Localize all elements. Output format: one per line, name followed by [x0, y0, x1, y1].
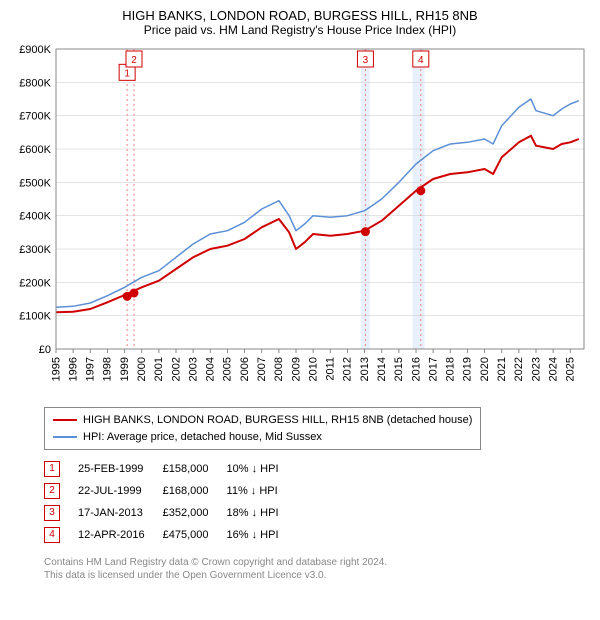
sale-marker: 3: [44, 505, 60, 521]
sale-delta: 11% ↓ HPI: [227, 480, 297, 502]
sale-date: 25-FEB-1999: [78, 458, 163, 480]
svg-text:2016: 2016: [410, 357, 422, 381]
sale-price: £352,000: [163, 502, 227, 524]
svg-text:2013: 2013: [359, 357, 371, 381]
svg-text:£0: £0: [39, 344, 51, 356]
svg-text:2002: 2002: [170, 357, 182, 381]
table-row: 2 22-JUL-1999£168,00011% ↓ HPI: [44, 480, 297, 502]
svg-text:1998: 1998: [102, 357, 114, 381]
chart-svg: £0 £100K £200K £300K £400K £500K £600K £700K £80…: [8, 41, 592, 401]
sale-price: £168,000: [163, 480, 227, 502]
svg-text:1996: 1996: [67, 357, 79, 381]
footer-line: This data is licensed under the Open Gov…: [44, 569, 592, 582]
svg-text:2024: 2024: [547, 357, 559, 381]
svg-text:2019: 2019: [462, 357, 474, 381]
table-row: 3 17-JAN-2013£352,00018% ↓ HPI: [44, 502, 297, 524]
legend-label: HPI: Average price, detached house, Mid …: [83, 429, 322, 446]
svg-text:2009: 2009: [290, 357, 302, 381]
svg-text:2022: 2022: [513, 357, 525, 381]
svg-text:£700K: £700K: [19, 111, 51, 123]
svg-text:£100K: £100K: [19, 311, 51, 323]
svg-text:2020: 2020: [479, 357, 491, 381]
svg-text:£600K: £600K: [19, 144, 51, 156]
legend-item: HPI: Average price, detached house, Mid …: [53, 429, 472, 446]
sale-delta: 18% ↓ HPI: [227, 502, 297, 524]
legend-swatch: [53, 436, 77, 438]
svg-text:1997: 1997: [85, 357, 97, 381]
sale-date: 12-APR-2016: [78, 524, 163, 546]
sale-marker: 2: [44, 483, 60, 499]
svg-text:2000: 2000: [136, 357, 148, 381]
svg-text:2025: 2025: [565, 357, 577, 381]
svg-text:£300K: £300K: [19, 244, 51, 256]
sale-delta: 16% ↓ HPI: [227, 524, 297, 546]
legend: HIGH BANKS, LONDON ROAD, BURGESS HILL, R…: [44, 407, 481, 450]
footer-line: Contains HM Land Registry data © Crown c…: [44, 556, 592, 569]
svg-text:1999: 1999: [119, 357, 131, 381]
svg-text:2015: 2015: [393, 357, 405, 381]
svg-text:2006: 2006: [239, 357, 251, 381]
svg-text:2012: 2012: [342, 357, 354, 381]
svg-text:2004: 2004: [205, 357, 217, 381]
svg-text:2005: 2005: [222, 357, 234, 381]
sale-date: 22-JUL-1999: [78, 480, 163, 502]
svg-text:2017: 2017: [427, 357, 439, 381]
svg-text:1995: 1995: [50, 357, 62, 381]
svg-text:2011: 2011: [325, 357, 337, 381]
table-row: 1 25-FEB-1999£158,00010% ↓ HPI: [44, 458, 297, 480]
svg-text:2003: 2003: [187, 357, 199, 381]
svg-text:2001: 2001: [153, 357, 165, 381]
svg-text:2008: 2008: [273, 357, 285, 381]
svg-text:2018: 2018: [445, 357, 457, 381]
svg-text:£400K: £400K: [19, 211, 51, 223]
svg-text:£500K: £500K: [19, 177, 51, 189]
svg-text:2010: 2010: [307, 357, 319, 381]
legend-swatch: [53, 419, 77, 421]
svg-text:2021: 2021: [496, 357, 508, 381]
svg-text:1: 1: [124, 68, 130, 79]
attribution-footer: Contains HM Land Registry data © Crown c…: [44, 556, 592, 582]
svg-text:2007: 2007: [256, 357, 268, 381]
svg-text:2023: 2023: [530, 357, 542, 381]
sale-date: 17-JAN-2013: [78, 502, 163, 524]
chart-subtitle: Price paid vs. HM Land Registry's House …: [8, 23, 592, 37]
price-chart: £0 £100K £200K £300K £400K £500K £600K £700K £80…: [8, 41, 592, 401]
svg-text:£900K: £900K: [19, 44, 51, 56]
svg-text:2014: 2014: [376, 357, 388, 381]
sale-price: £475,000: [163, 524, 227, 546]
svg-text:£200K: £200K: [19, 277, 51, 289]
legend-label: HIGH BANKS, LONDON ROAD, BURGESS HILL, R…: [83, 412, 472, 429]
svg-text:4: 4: [418, 55, 424, 66]
sale-delta: 10% ↓ HPI: [227, 458, 297, 480]
svg-text:2: 2: [131, 55, 137, 66]
legend-item: HIGH BANKS, LONDON ROAD, BURGESS HILL, R…: [53, 412, 472, 429]
sales-table: 1 25-FEB-1999£158,00010% ↓ HPI 2 22-JUL-199…: [44, 458, 297, 546]
svg-text:3: 3: [363, 55, 369, 66]
svg-text:£800K: £800K: [19, 77, 51, 89]
sale-price: £158,000: [163, 458, 227, 480]
sale-marker: 4: [44, 527, 60, 543]
sale-marker: 1: [44, 461, 60, 477]
chart-title: HIGH BANKS, LONDON ROAD, BURGESS HILL, R…: [8, 8, 592, 23]
table-row: 4 12-APR-2016£475,00016% ↓ HPI: [44, 524, 297, 546]
